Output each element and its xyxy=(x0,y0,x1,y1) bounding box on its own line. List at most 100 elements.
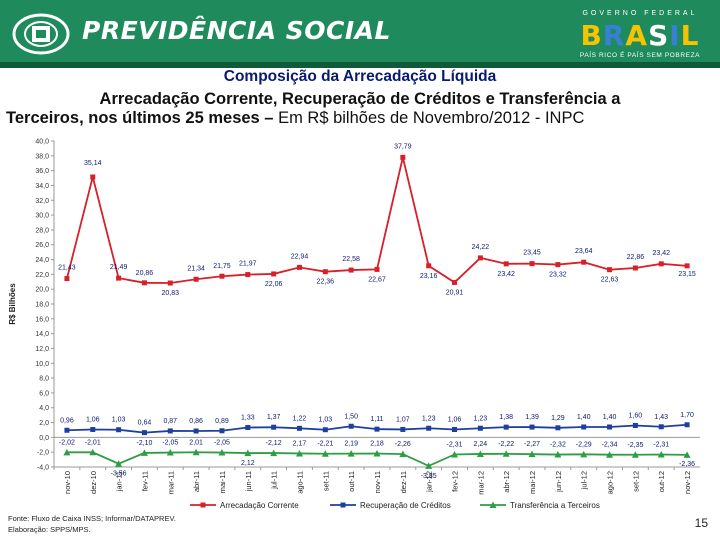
data-point xyxy=(555,425,561,431)
y-tick-label: 16,0 xyxy=(35,316,49,323)
data-label: 2,12 xyxy=(241,460,255,467)
data-label: 1,39 xyxy=(525,414,539,421)
data-label: 0,64 xyxy=(138,420,152,427)
brasil-letter: I xyxy=(669,19,681,52)
gov-label: GOVERNO FEDERAL xyxy=(582,10,698,17)
page-number: 15 xyxy=(694,516,708,530)
data-label: 1,50 xyxy=(344,413,358,420)
data-point xyxy=(426,263,432,269)
governo-federal-logo: GOVERNO FEDERAL BRASIL PAÍS RICO É PAÍS … xyxy=(568,10,712,60)
x-tick-label: nov-12 xyxy=(683,471,692,494)
data-label: -2,10 xyxy=(136,440,152,447)
data-label: 21,97 xyxy=(239,261,257,268)
data-label: 1,06 xyxy=(86,417,100,424)
data-label: -2,21 xyxy=(317,441,333,448)
x-tick-label: jul-11 xyxy=(270,471,279,490)
data-point xyxy=(606,451,614,458)
data-point xyxy=(400,154,406,160)
x-tick-label: out-12 xyxy=(657,471,666,492)
x-tick-label: set-11 xyxy=(321,471,330,491)
y-tick-label: 0,0 xyxy=(39,435,49,442)
data-point xyxy=(399,450,407,458)
data-label: 1,33 xyxy=(241,415,255,422)
data-label: 1,03 xyxy=(319,417,333,424)
y-tick-label: 14,0 xyxy=(35,331,49,338)
data-point xyxy=(347,450,355,457)
data-point xyxy=(219,428,225,434)
data-point xyxy=(529,261,535,267)
data-label: 23,45 xyxy=(523,250,541,257)
data-point xyxy=(348,423,354,429)
x-tick-label: abr-11 xyxy=(192,471,201,492)
data-point xyxy=(89,448,97,456)
data-point xyxy=(477,425,483,431)
x-tick-label: mar-11 xyxy=(166,471,175,494)
source-note: Fonte: Fluxo de Caixa INSS; Informar/DAT… xyxy=(8,514,176,523)
y-tick-label: 20,0 xyxy=(35,287,49,294)
data-label: -2,22 xyxy=(498,441,514,448)
data-label: 2,19 xyxy=(344,441,358,448)
data-point xyxy=(270,449,278,457)
x-tick-label: nov-10 xyxy=(63,471,72,494)
data-label: -2,01 xyxy=(85,439,101,446)
data-label: 23,32 xyxy=(549,272,567,279)
data-point xyxy=(348,267,354,273)
data-label: 22,86 xyxy=(627,254,645,261)
data-label: 1,03 xyxy=(112,417,126,424)
data-label: 1,07 xyxy=(396,416,410,423)
data-point xyxy=(374,266,380,272)
footer-source: Fonte: Fluxo de Caixa INSS; Informar/DAT… xyxy=(8,513,176,535)
data-point xyxy=(631,451,639,458)
data-label: 22,63 xyxy=(601,277,619,284)
header-bar: PREVIDÊNCIA SOCIAL GOVERNO FEDERAL BRASI… xyxy=(0,0,720,68)
y-tick-label: -4,0 xyxy=(37,465,49,472)
data-label: 20,91 xyxy=(446,289,464,296)
x-tick-label: fev-11 xyxy=(140,471,149,491)
y-tick-label: 28,0 xyxy=(35,227,49,234)
data-label: 23,42 xyxy=(652,250,670,257)
brasil-letter: S xyxy=(648,19,670,52)
data-label: 2,17 xyxy=(293,440,307,447)
data-point xyxy=(295,449,303,457)
x-tick-label: jul-12 xyxy=(580,471,589,490)
brasil-wordmark: BRASIL xyxy=(568,19,712,52)
data-point xyxy=(192,448,200,456)
data-label: -2,35 xyxy=(627,442,643,449)
data-label: -2,05 xyxy=(162,440,178,447)
x-tick-label: ago-11 xyxy=(295,471,304,494)
y-tick-label: 10,0 xyxy=(35,361,49,368)
data-point xyxy=(503,424,509,430)
data-label: 1,37 xyxy=(267,414,281,421)
data-label: 21,49 xyxy=(110,264,128,271)
data-label: 23,42 xyxy=(497,271,515,278)
data-label: 2,18 xyxy=(370,441,384,448)
data-label: 1,23 xyxy=(422,415,436,422)
data-point xyxy=(503,261,509,267)
x-tick-label: dez-11 xyxy=(399,471,408,493)
data-point xyxy=(426,425,432,431)
data-point xyxy=(528,450,536,458)
data-point xyxy=(167,428,173,434)
data-point xyxy=(115,460,123,467)
data-point xyxy=(555,262,561,268)
data-label: 23,16 xyxy=(420,273,438,280)
line-chart: -4,0 -2,0 0,0 2,0 4,0 6,0 8,0 10,0 12,0 14,0 16,0 1… xyxy=(8,139,700,510)
subtitle-units: Em R$ bilhões de Novembro/2012 - INPC xyxy=(273,109,585,127)
data-point xyxy=(658,261,664,267)
data-label: 22,67 xyxy=(368,276,386,283)
data-label: 1,70 xyxy=(680,412,694,419)
data-point xyxy=(218,449,226,456)
y-tick-label: 8,0 xyxy=(39,376,49,383)
previdencia-logo-icon xyxy=(12,13,70,55)
data-label: 1,22 xyxy=(293,415,307,422)
y-tick-label: 4,0 xyxy=(39,405,49,412)
legend-marker xyxy=(200,502,206,508)
x-tick-label: out-11 xyxy=(347,471,356,492)
data-label: 24,22 xyxy=(472,244,490,251)
y-axis-label: R$ Bilhões xyxy=(8,283,17,325)
data-point xyxy=(141,280,147,286)
x-tick-label: ago-12 xyxy=(606,471,615,494)
data-point xyxy=(193,276,199,282)
data-point xyxy=(296,425,302,431)
data-point xyxy=(400,426,406,432)
